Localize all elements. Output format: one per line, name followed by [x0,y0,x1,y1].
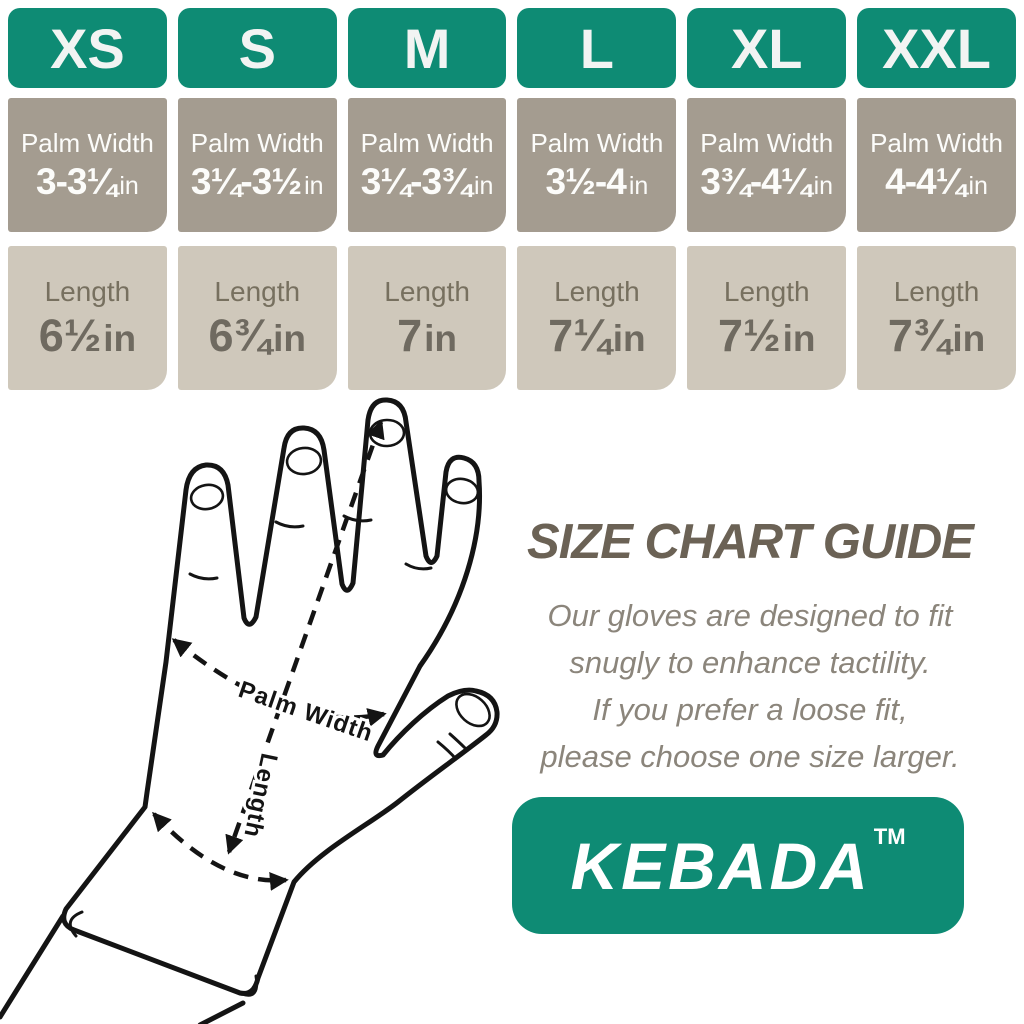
palm-width-number: 3¼-3½ [190,160,302,202]
palm-width-number: 3¾-4¼ [700,160,811,202]
unit-label: in [628,171,649,200]
palm-width-number: 3-3¼ [36,160,117,202]
length-label: Length [44,276,131,308]
size-chart-table: XS Palm Width 3-3¼ in Length 6½in S Palm … [0,0,1024,390]
unit-label: in [273,318,306,360]
cuff-roll-right [240,974,259,997]
unit-label: in [424,318,458,360]
index-nail [444,477,480,505]
pinky-nail [189,483,225,511]
palm-width-cell: Palm Width 3¼-3½ in [177,98,337,232]
palm-width-number: 3¼-3¾ [360,160,472,202]
kebada-logo: KEBADA TM [512,797,964,934]
length-number: 6¾ [208,310,272,362]
length-number: 6½ [38,310,102,362]
palm-width-value: 3¼-3¾ in [360,160,494,203]
length-value: 7¼in [548,312,645,359]
length-cell: Length 7½in [687,246,847,390]
unit-label: in [473,171,494,200]
length-number: 7¾ [887,310,951,362]
guide-line: Our gloves are designed to fit [547,598,953,633]
palm-width-measure-arc [171,638,387,727]
unit-label: in [968,171,988,200]
thumb-crease-2 [448,732,467,750]
unit-label: in [119,171,139,200]
length-measure-line [225,419,385,855]
size-column-m: M Palm Width 3¼-3¾ in Length 7in [347,8,507,390]
palm-width-number: 3½-4 [545,160,626,202]
guide-line: snugly to enhance tactility. [569,645,931,680]
unit-label: in [813,171,834,200]
unit-label: in [782,318,816,360]
length-number: 7 [397,310,423,362]
palm-width-label: Palm Width [870,127,1004,158]
palm-width-cell: Palm Width 3-3¼ in [8,98,167,232]
length-value: 6¾in [209,312,306,359]
size-header: S [177,8,337,88]
size-column-xs: XS Palm Width 3-3¼ in Length 6½in [8,8,167,390]
unit-label: in [612,318,646,360]
size-column-xxl: XXL Palm Width 4-4¼ in Length 7¾in [857,8,1016,390]
guide-title: SIZE CHART GUIDE [527,515,974,569]
palm-width-cell: Palm Width 3½-4 in [517,98,677,232]
palm-width-label: Palm Width [190,127,324,158]
guide-line: If you prefer a loose fit, [592,692,908,727]
trademark-symbol: TM [873,824,906,849]
palm-width-number: 4-4¼ [885,160,966,202]
palm-width-value: 3½-4 in [545,160,649,203]
size-column-s: S Palm Width 3¼-3½ in Length 6¾in [177,8,337,390]
length-label: Length [384,276,470,308]
size-header: XXL [857,8,1016,88]
cuff-roll-left [68,910,84,938]
size-header: L [517,8,677,88]
wrist-measure-arc [152,811,289,891]
palm-width-cell: Palm Width 3¾-4¼ in [687,98,847,232]
palm-width-label: Palm Width [700,127,834,158]
guide-line: please choose one size larger. [540,739,960,774]
length-label: Length [893,276,980,308]
palm-width-label: Palm Width [360,127,494,158]
length-label: Length [723,276,810,308]
thumb-nail [455,692,491,728]
length-cell: Length 6¾in [177,246,337,390]
unit-label: in [304,171,324,200]
size-column-l: L Palm Width 3½-4 in Length 7¼in [517,8,677,390]
size-header: XS [8,8,167,88]
palm-width-value: 4-4¼ in [885,160,988,203]
length-label: Length [214,276,301,308]
palm-width-label: Palm Width [530,127,664,158]
unit-label: in [952,318,986,360]
length-number: 7¼ [548,310,611,362]
size-header: XL [687,8,847,88]
length-value: 7½in [718,312,815,359]
length-cell: Length 7¼in [517,246,677,390]
unit-label: in [103,318,137,360]
forearm-line-right [197,1000,246,1024]
length-cell: Length 6½in [8,246,167,390]
palm-width-value: 3¼-3½ in [190,160,324,203]
size-header: M [347,8,507,88]
brand-name: KEBADA [570,828,871,903]
pinky-crease [188,572,219,581]
forearm-line-left [0,913,66,1020]
length-label: Length [554,276,640,308]
length-value: 7in [397,312,457,359]
length-cell: Length 7in [347,246,507,390]
length-cell: Length 7¾in [857,246,1016,390]
length-value: 7¾in [888,312,985,359]
palm-width-value: 3¾-4¼ in [700,160,834,203]
palm-width-value: 3-3¼ in [36,160,139,203]
size-column-xl: XL Palm Width 3¾-4¼ in Length 7½in [687,8,847,390]
palm-width-label: Palm Width [20,127,154,158]
hand-measurement-diagram: Palm Width Length [0,397,500,1024]
length-number: 7½ [718,310,781,362]
palm-width-cell: Palm Width 3¼-3¾ in [347,98,507,232]
palm-width-cell: Palm Width 4-4¼ in [857,98,1016,232]
index-crease [404,562,433,571]
guide-description: Our gloves are designed to fit snugly to… [492,592,1008,780]
thumb-crease [436,740,458,761]
length-value: 6½in [39,312,136,359]
